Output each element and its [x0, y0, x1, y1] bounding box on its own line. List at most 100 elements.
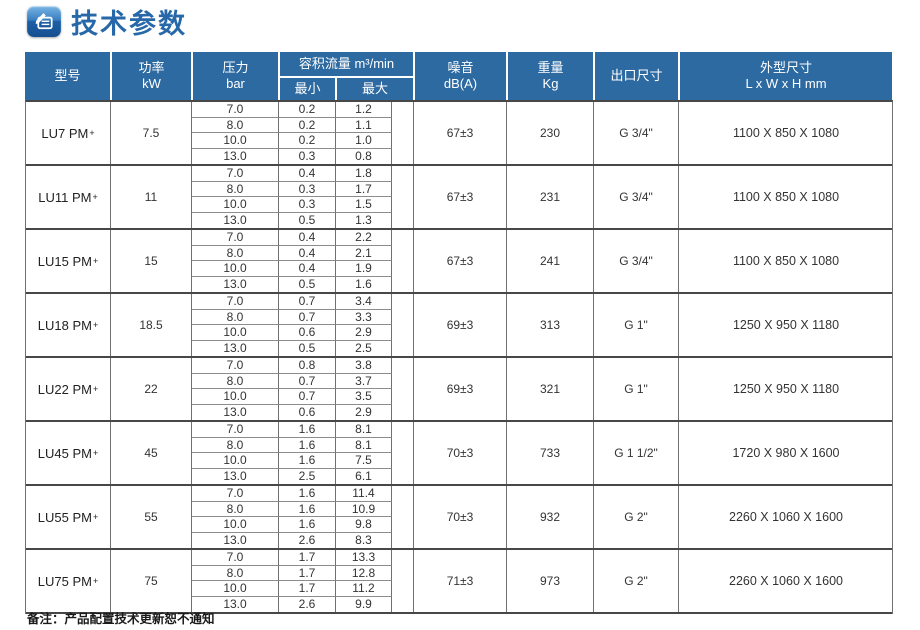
flow-min-cell: 0.5 — [279, 340, 336, 356]
flow-min-cell: 0.3 — [279, 197, 336, 213]
flow-max-cell: 2.9 — [336, 325, 392, 341]
flow-min-cell: 0.7 — [279, 309, 336, 325]
pressure-cell: 13.0 — [192, 596, 279, 612]
flow-min-cell: 0.5 — [279, 212, 336, 228]
outlet-cell: G 1" — [594, 358, 679, 420]
pressure-cell: 8.0 — [192, 373, 279, 389]
flow-min-cell: 0.2 — [279, 133, 336, 149]
noise-cell: 69±3 — [414, 294, 507, 356]
flow-min-cell: 1.7 — [279, 581, 336, 597]
dims-cell: 1100 X 850 X 1080 — [732, 254, 840, 268]
spec-table: 型号 功率 kW 压力 bar 容积流量 m³/min 最小 最大 噪音 dB(… — [25, 52, 893, 614]
model-cell: LU18 PM + — [26, 294, 111, 356]
flow-max-cell: 1.1 — [336, 117, 392, 133]
flow-max-cell: 9.9 — [336, 596, 392, 612]
pressure-cell: 13.0 — [192, 212, 279, 228]
spacer-cell — [392, 294, 414, 356]
outlet-cell: G 1" — [594, 294, 679, 356]
pressure-cell: 8.0 — [192, 501, 279, 517]
header-weight: 重量 Kg — [506, 52, 593, 100]
pressure-cell: 7.0 — [192, 166, 279, 182]
flow-min-cell: 0.7 — [279, 373, 336, 389]
header-model: 型号 — [25, 52, 110, 100]
noise-cell: 67±3 — [414, 230, 507, 292]
model-cell: LU45 PM + — [26, 422, 111, 484]
flow-max-cell: 12.8 — [336, 565, 392, 581]
pressure-cell: 10.0 — [192, 133, 279, 149]
flow-max-cell: 9.8 — [336, 517, 392, 533]
pressure-cell: 8.0 — [192, 565, 279, 581]
dims-cell: 1100 X 850 X 1080 — [732, 190, 840, 204]
table-row-block: LU55 PM +55 7.0 1.6 11.4 8.0 1.6 10.9 10.0 1.6 9.8… — [26, 486, 892, 550]
table-row-block: LU11 PM +11 7.0 0.4 1.8 8.0 0.3 1.7 10.0 0.3 1.5 13… — [26, 166, 892, 230]
noise-cell: 67±3 — [414, 166, 507, 228]
flow-max-cell: 1.9 — [336, 261, 392, 277]
flow-max-cell: 0.8 — [336, 148, 392, 164]
flow-min-cell: 0.4 — [279, 261, 336, 277]
pressure-cell: 10.0 — [192, 517, 279, 533]
pressure-cell: 8.0 — [192, 117, 279, 133]
weight-cell: 230 — [507, 102, 594, 164]
flow-max-cell: 1.6 — [336, 276, 392, 292]
model-cell: LU15 PM + — [26, 230, 111, 292]
flow-max-cell: 7.5 — [336, 453, 392, 469]
flow-min-cell: 1.7 — [279, 550, 336, 566]
flow-max-cell: 1.5 — [336, 197, 392, 213]
dims-cell: 2260 X 1060 X 1600 — [729, 574, 843, 588]
pressure-cell: 13.0 — [192, 148, 279, 164]
page-title-bar: 技术参数 — [27, 2, 187, 41]
flow-min-cell: 0.7 — [279, 294, 336, 310]
power-cell: 55 — [111, 486, 192, 548]
flow-max-cell: 11.4 — [336, 486, 392, 502]
model-cell: LU22 PM + — [26, 358, 111, 420]
table-row-block: LU15 PM +15 7.0 0.4 2.2 8.0 0.4 2.1 10.0 0.4 1.9 13… — [26, 230, 892, 294]
model-cell: LU55 PM + — [26, 486, 111, 548]
spacer-cell — [392, 230, 414, 292]
spacer-cell — [392, 422, 414, 484]
flow-min-cell: 2.5 — [279, 468, 336, 484]
flow-max-cell: 1.0 — [336, 133, 392, 149]
flow-max-cell: 1.7 — [336, 181, 392, 197]
outlet-cell: G 2" — [594, 550, 679, 612]
outlet-cell: G 2" — [594, 486, 679, 548]
footer-note: 备注：产品配置技术更新恕不通知 — [27, 612, 215, 626]
pressure-cell: 10.0 — [192, 581, 279, 597]
header-flow: 容积流量 m³/min — [278, 52, 413, 76]
flow-max-cell: 8.1 — [336, 437, 392, 453]
table-row-block: LU75 PM +75 7.0 1.7 13.3 8.0 1.7 12.8 10.0 1.7 11.… — [26, 550, 892, 614]
flow-max-cell: 6.1 — [336, 468, 392, 484]
noise-cell: 69±3 — [414, 358, 507, 420]
header-outlet: 出口尺寸 — [593, 52, 678, 100]
flow-min-cell: 1.6 — [279, 437, 336, 453]
flow-max-cell: 13.3 — [336, 550, 392, 566]
dims-cell: 1250 X 950 X 1180 — [732, 382, 840, 396]
flow-max-cell: 1.3 — [336, 212, 392, 228]
spacer-cell — [392, 486, 414, 548]
pressure-cell: 7.0 — [192, 486, 279, 502]
flow-min-cell: 1.7 — [279, 565, 336, 581]
flow-max-cell: 3.8 — [336, 358, 392, 374]
model-cell: LU7 PM + — [26, 102, 111, 164]
flow-max-cell: 1.2 — [336, 102, 392, 118]
dims-cell: 2260 X 1060 X 1600 — [729, 510, 843, 524]
flow-min-cell: 0.8 — [279, 358, 336, 374]
flow-max-cell: 3.7 — [336, 373, 392, 389]
weight-cell: 313 — [507, 294, 594, 356]
pressure-cell: 8.0 — [192, 245, 279, 261]
header-pressure: 压力 bar — [191, 52, 278, 100]
table-row-block: LU22 PM +22 7.0 0.8 3.8 8.0 0.7 3.7 10.0 0.7 3.5 13… — [26, 358, 892, 422]
spacer-cell — [392, 358, 414, 420]
flow-max-cell: 3.4 — [336, 294, 392, 310]
spacer-cell — [392, 550, 414, 612]
flow-max-cell: 8.3 — [336, 532, 392, 548]
flow-min-cell: 1.6 — [279, 517, 336, 533]
flow-min-cell: 0.2 — [279, 117, 336, 133]
flow-min-cell: 0.3 — [279, 181, 336, 197]
weight-cell: 932 — [507, 486, 594, 548]
spacer-cell — [392, 166, 414, 228]
outlet-cell: G 3/4" — [594, 230, 679, 292]
weight-cell: 321 — [507, 358, 594, 420]
pressure-cell: 13.0 — [192, 532, 279, 548]
pressure-cell: 7.0 — [192, 294, 279, 310]
noise-cell: 71±3 — [414, 550, 507, 612]
